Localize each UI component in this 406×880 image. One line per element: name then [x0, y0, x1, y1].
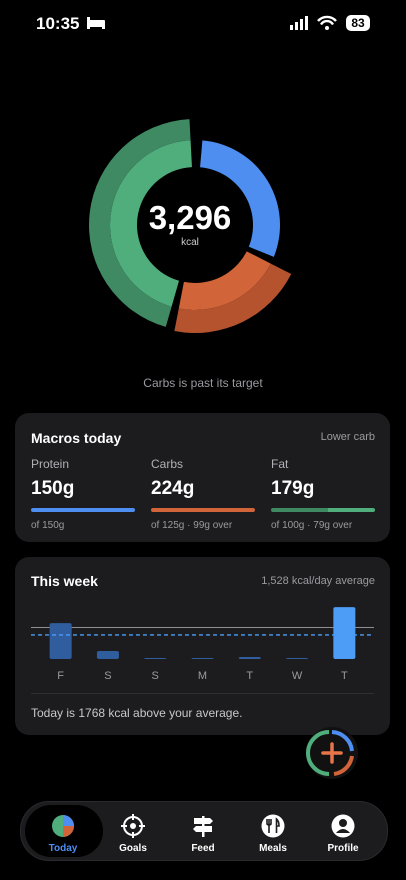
- macro-protein: Protein 150g of 150g: [31, 457, 135, 531]
- day-label: S: [104, 670, 111, 682]
- calorie-total: 3,296: [148, 199, 232, 236]
- macro-label: Protein: [31, 457, 70, 471]
- signal-wifi: [290, 15, 337, 30]
- day-bar: [286, 658, 309, 659]
- day-label: T: [246, 670, 253, 682]
- ring-segment: [200, 140, 280, 257]
- tab-icon: [193, 816, 213, 837]
- day-bar: [333, 607, 356, 659]
- macros-card: Macros today Lower carb Protein 150g of …: [15, 413, 390, 542]
- day-bar: [191, 658, 214, 659]
- tab-meals[interactable]: Meals: [233, 805, 313, 857]
- calorie-unit: kcal: [181, 237, 199, 248]
- day-bar: [144, 658, 167, 659]
- macro-carbs: Carbs 224g of 125g · 99g over: [151, 457, 255, 531]
- macro-ring: [89, 119, 292, 333]
- card-title: Macros today: [31, 430, 122, 446]
- week-note: Today is 1768 kcal above your average.: [31, 706, 243, 720]
- ring-segment: [178, 251, 271, 310]
- macro-value: 179g: [271, 478, 315, 499]
- day-bar: [238, 656, 261, 659]
- week-card: This week 1,528 kcal/day average F S S M T W T…: [15, 557, 390, 735]
- ring-segment: [174, 263, 292, 333]
- tab-icon: [121, 814, 145, 838]
- macro-value: 224g: [151, 478, 195, 499]
- tab-icon: [331, 814, 355, 838]
- day-bar: [49, 623, 72, 659]
- divider: [31, 693, 374, 694]
- status-note: Carbs is past its target: [143, 376, 263, 390]
- sleep-icon: [87, 17, 105, 29]
- card-subtitle: 1,528 kcal/day average: [261, 575, 375, 587]
- day-label: F: [57, 670, 64, 682]
- macro-fat: Fat 179g of 100g · 79g over: [271, 457, 375, 531]
- tab-label: Goals: [119, 843, 147, 854]
- add-button[interactable]: [305, 726, 359, 780]
- tab-label: Today: [48, 843, 78, 854]
- tab-icon: [52, 815, 74, 837]
- tab-profile[interactable]: Profile: [303, 805, 383, 857]
- card-action[interactable]: Lower carb: [320, 431, 375, 443]
- day-label: W: [292, 670, 303, 682]
- macro-label: Fat: [271, 457, 289, 471]
- macro-bar: [31, 508, 135, 512]
- tab-feed[interactable]: Feed: [163, 805, 243, 857]
- macro-label: Carbs: [151, 457, 184, 471]
- macro-sub: of 100g · 79g over: [271, 520, 353, 531]
- tab-label: Meals: [259, 843, 287, 854]
- battery: 83: [346, 15, 370, 31]
- macro-sub: of 125g · 99g over: [151, 520, 233, 531]
- ring-segment: [109, 140, 192, 307]
- tab-label: Profile: [327, 843, 359, 854]
- macro-bar: [151, 508, 255, 512]
- macro-value: 150g: [31, 478, 75, 499]
- day-label: M: [198, 670, 207, 682]
- status-time: 10:35: [36, 14, 80, 33]
- macro-bar: [271, 508, 375, 512]
- day-label: T: [341, 670, 348, 682]
- tab-bar: Today Goals Feed Meals Profile: [20, 801, 388, 861]
- tab-today[interactable]: Today: [23, 805, 103, 857]
- tab-label: Feed: [191, 843, 215, 854]
- card-title: This week: [31, 573, 98, 589]
- ring-segment: [89, 119, 191, 327]
- tab-icon: [261, 814, 285, 838]
- macro-sub: of 150g: [31, 520, 65, 531]
- day-bar: [96, 650, 119, 659]
- day-label: S: [152, 670, 159, 682]
- tab-goals[interactable]: Goals: [93, 805, 173, 857]
